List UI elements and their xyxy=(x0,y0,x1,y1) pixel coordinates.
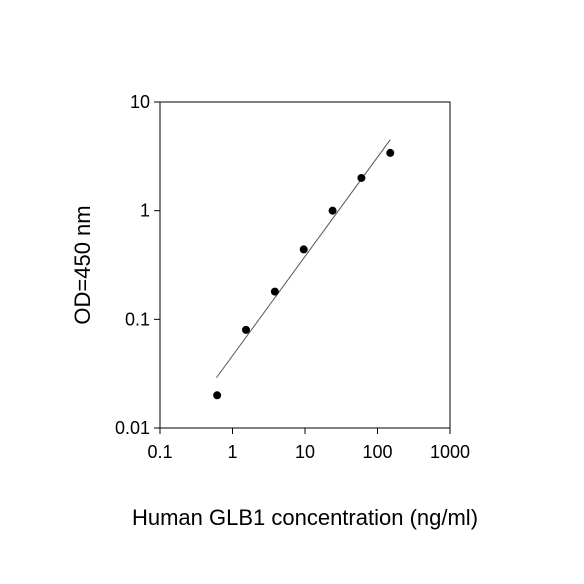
x-tick-label: 100 xyxy=(362,442,392,462)
x-axis-label: Human GLB1 concentration (ng/ml) xyxy=(132,505,478,530)
data-point xyxy=(299,245,308,254)
y-tick-label: 0.1 xyxy=(125,309,150,329)
data-point xyxy=(386,148,395,157)
x-tick-label: 1 xyxy=(227,442,237,462)
x-tick-label: 0.1 xyxy=(147,442,172,462)
y-tick-label: 1 xyxy=(140,201,150,221)
y-tick-label: 0.01 xyxy=(115,418,150,438)
y-axis-label: OD=450 nm xyxy=(70,205,95,324)
x-tick-label: 1000 xyxy=(430,442,470,462)
data-point xyxy=(242,325,251,334)
plot-frame xyxy=(159,101,451,429)
data-point xyxy=(328,206,337,215)
data-point xyxy=(213,391,222,400)
y-tick-label: 10 xyxy=(130,92,150,112)
x-tick-label: 10 xyxy=(295,442,315,462)
data-point xyxy=(270,287,279,296)
data-point xyxy=(357,173,366,182)
